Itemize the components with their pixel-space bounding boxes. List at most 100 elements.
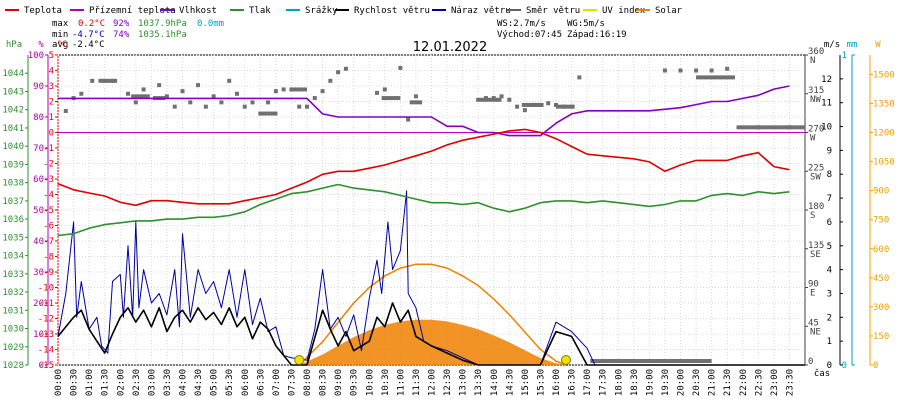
legend-label: Tlak [249, 6, 271, 16]
chart-title: 12.01.2022 [413, 40, 487, 55]
temperature-tick-label: 2 [49, 98, 54, 108]
stats-max-press: 1037.9hPa [138, 19, 187, 29]
wind-direction-point [227, 78, 232, 83]
wind-direction-compass-label: E [810, 289, 815, 299]
pressure-tick-label: 1040 [2, 142, 24, 152]
wind-direction-compass-label: SE [810, 250, 821, 260]
wind-speed-tick-label: 0 [827, 361, 832, 371]
x-tick-label: 09:00 [334, 369, 344, 396]
wind-direction-point [305, 104, 309, 109]
wind-direction-compass-label: N [810, 56, 815, 66]
x-tick-label: 16:00 [552, 369, 562, 396]
rain-unit: mm [847, 40, 858, 50]
wind-direction-point [515, 104, 520, 109]
wind-direction-bar [131, 94, 150, 99]
wind-direction-point [709, 68, 714, 73]
x-tick-label: 06:30 [256, 369, 266, 396]
wind-direction-point [756, 125, 761, 130]
humidity-tick-label: 40 [33, 237, 44, 247]
wind-direction-point [211, 94, 216, 99]
legend-label: UV index [602, 6, 646, 16]
stats-sunset: Západ:16:19 [567, 30, 627, 40]
wind-direction-bar [98, 78, 118, 83]
x-tick-label: 00:00 [54, 369, 64, 396]
pressure-tick-label: 1030 [2, 325, 24, 335]
stats-min-label: min [52, 30, 68, 40]
series-tlak [57, 183, 790, 237]
wind-direction-tick-label: 0 [808, 357, 813, 367]
humidity-tick-label: 80 [33, 113, 44, 123]
wind-direction-point [507, 97, 512, 102]
wind-direction-tick-label: 315 [808, 86, 824, 96]
wind-direction-bar [479, 97, 502, 102]
wind-direction-point [102, 78, 107, 83]
wind-direction-point [406, 117, 411, 122]
solar-tick-label: 150 [873, 332, 889, 342]
wind-direction-point [343, 66, 348, 71]
x-tick-label: 09:30 [350, 369, 360, 396]
pressure-tick-label: 1035 [2, 233, 24, 243]
x-tick-label: 01:30 [101, 369, 111, 396]
temperature-tick-label: 3 [49, 82, 54, 92]
pressure-tick-label: 1043 [2, 87, 24, 97]
wind-direction-tick-label: 360 [808, 47, 824, 57]
grid [57, 54, 805, 366]
wind-direction-point [561, 104, 566, 109]
stats-sunrise: Východ:07:45 [497, 30, 562, 40]
temperature-tick-label: -7 [43, 237, 54, 247]
humidity-tick-label: 0 [39, 361, 44, 371]
x-tick-label: 07:30 [287, 369, 297, 396]
wind-speed-tick-label: 1 [827, 337, 832, 347]
wind-direction-tick-label: 180 [808, 202, 824, 212]
wind-direction-point [242, 104, 247, 109]
temperature-tick-label: 5 [49, 51, 54, 61]
wind-direction-point [79, 91, 84, 96]
wind-direction-point [196, 83, 201, 88]
wind-direction-point [250, 100, 255, 105]
wind-direction-point [382, 87, 387, 92]
x-tick-label: 19:30 [661, 369, 671, 396]
wind-direction-point [188, 100, 193, 105]
x-tick-label: 19:00 [645, 369, 655, 396]
stats-min-temp: -4.7°C [72, 30, 105, 40]
x-tick-label: 14:00 [490, 369, 500, 396]
series-vlhkost [58, 85, 790, 137]
wind-direction-bar [409, 100, 423, 105]
x-tick-label: 04:00 [179, 369, 189, 396]
x-tick-label: 03:00 [147, 369, 157, 396]
wind-direction-point [281, 87, 286, 92]
wind-direction-point [133, 100, 138, 105]
rain-tick-label: 1 [842, 51, 847, 61]
temperature-tick-label: -12 [38, 315, 54, 325]
x-tick-label: 10:00 [365, 369, 375, 396]
wind-direction-point [499, 94, 504, 99]
wind-direction-point [203, 104, 208, 109]
wind-direction-point [577, 75, 582, 80]
wind-direction-point [491, 96, 496, 101]
pressure-tick-label: 1038 [2, 179, 24, 189]
x-tick-label: 11:00 [396, 369, 406, 396]
solar-tick-label: 0 [873, 361, 878, 371]
solar-potential-line [298, 263, 567, 366]
wind-direction-point [398, 65, 403, 70]
temperature-unit: °C [57, 40, 68, 50]
legend-label: Rychlost větru [354, 6, 430, 16]
temperature-tick-label: -14 [38, 346, 54, 356]
pressure-tick-label: 1041 [2, 124, 24, 134]
humidity-tick-label: 30 [33, 268, 44, 278]
stats-block: max 0.2°C 92% 1037.9hPa 0.0mm min -4.7°C… [52, 19, 627, 50]
wind-direction-point [180, 89, 185, 94]
solar-tick-label: 750 [873, 216, 889, 226]
wind-direction-compass-label: NE [810, 327, 821, 337]
wind-speed-tick-label: 10 [821, 123, 832, 133]
x-tick-label: 01:00 [85, 369, 95, 396]
pressure-tick-label: 1031 [2, 306, 24, 316]
wind-direction-point [63, 108, 68, 113]
wind-direction-point [413, 94, 418, 99]
legend-label: Srážky [305, 6, 338, 16]
wind-direction-point [234, 91, 239, 96]
humidity-tick-label: 20 [33, 299, 44, 309]
solar-tick-label: 900 [873, 187, 889, 197]
wind-speed-tick-label: 8 [827, 170, 832, 180]
legend-label: Teplota [24, 6, 62, 16]
